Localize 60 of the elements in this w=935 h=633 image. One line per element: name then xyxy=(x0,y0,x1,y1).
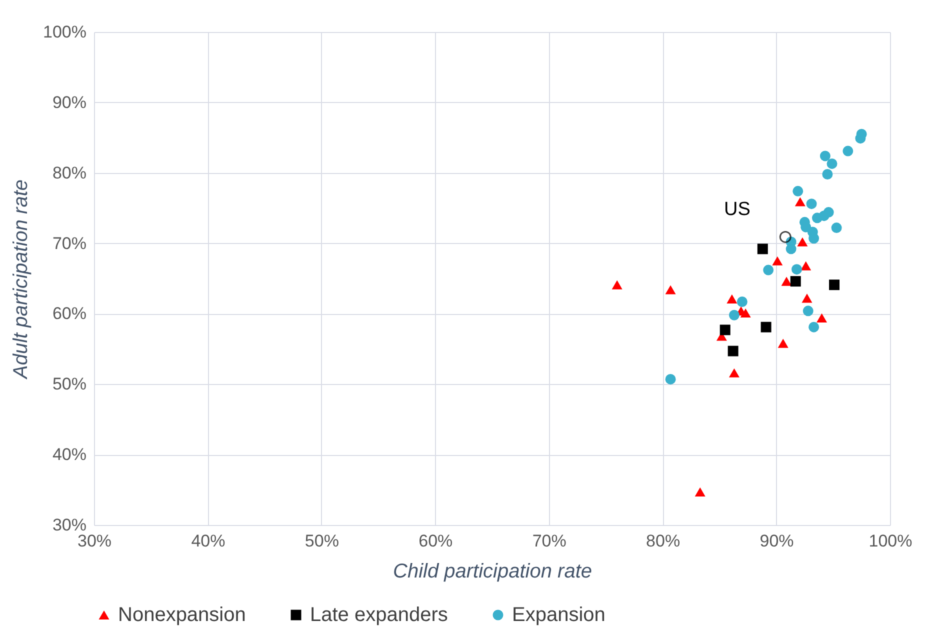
x-axis-title: Child participation rate xyxy=(393,560,592,582)
x-tick-label: 50% xyxy=(304,532,339,550)
point xyxy=(760,322,772,332)
point xyxy=(855,133,866,144)
point xyxy=(665,285,676,294)
legend-label: Late expanders xyxy=(310,604,448,626)
legend-label: Nonexpansion xyxy=(118,604,246,626)
point xyxy=(778,338,788,348)
point xyxy=(806,198,817,210)
x-tick-label: 70% xyxy=(532,532,566,550)
point xyxy=(772,256,783,266)
point xyxy=(740,308,751,318)
point xyxy=(763,264,774,276)
point xyxy=(842,146,854,156)
x-tick-label: 100% xyxy=(868,532,912,550)
point xyxy=(781,276,792,286)
y-tick-label: 80% xyxy=(52,163,86,182)
legend-label: Expansion xyxy=(512,604,606,626)
point xyxy=(728,346,738,356)
point xyxy=(786,244,796,254)
point xyxy=(728,310,740,320)
point xyxy=(816,313,828,322)
y-tick-label: 70% xyxy=(52,234,86,253)
point xyxy=(757,244,768,254)
y-axis-title: Adult participation rate xyxy=(10,179,32,380)
point xyxy=(665,374,676,384)
point xyxy=(720,324,730,336)
y-tick-label: 60% xyxy=(52,304,86,324)
y-tick-label: 100% xyxy=(43,22,86,42)
y-tick-label: 50% xyxy=(52,374,86,394)
point xyxy=(822,169,833,180)
point xyxy=(612,280,622,290)
point xyxy=(831,222,842,234)
point xyxy=(794,197,806,206)
point xyxy=(792,186,804,196)
point xyxy=(736,296,748,307)
point xyxy=(802,294,812,303)
point xyxy=(726,294,738,304)
x-tick-label: 30% xyxy=(77,532,112,550)
point xyxy=(792,264,802,275)
point xyxy=(812,212,822,224)
point xyxy=(826,158,838,169)
x-tick-label: 90% xyxy=(760,532,794,550)
point xyxy=(820,150,830,162)
x-tick-label: 60% xyxy=(418,532,453,550)
annotation: US xyxy=(724,198,750,220)
point xyxy=(800,261,812,270)
x-tick-label: 40% xyxy=(191,532,226,550)
y-tick-label: 90% xyxy=(52,92,86,112)
y-tick-label: 30% xyxy=(52,516,86,534)
point xyxy=(694,487,706,496)
x-tick-label: 80% xyxy=(646,532,680,550)
point xyxy=(728,368,740,378)
point xyxy=(790,276,801,287)
point xyxy=(808,233,820,244)
point xyxy=(802,306,814,316)
y-tick-label: 40% xyxy=(52,445,86,464)
point xyxy=(808,322,820,332)
point xyxy=(829,280,840,290)
point xyxy=(797,237,808,246)
